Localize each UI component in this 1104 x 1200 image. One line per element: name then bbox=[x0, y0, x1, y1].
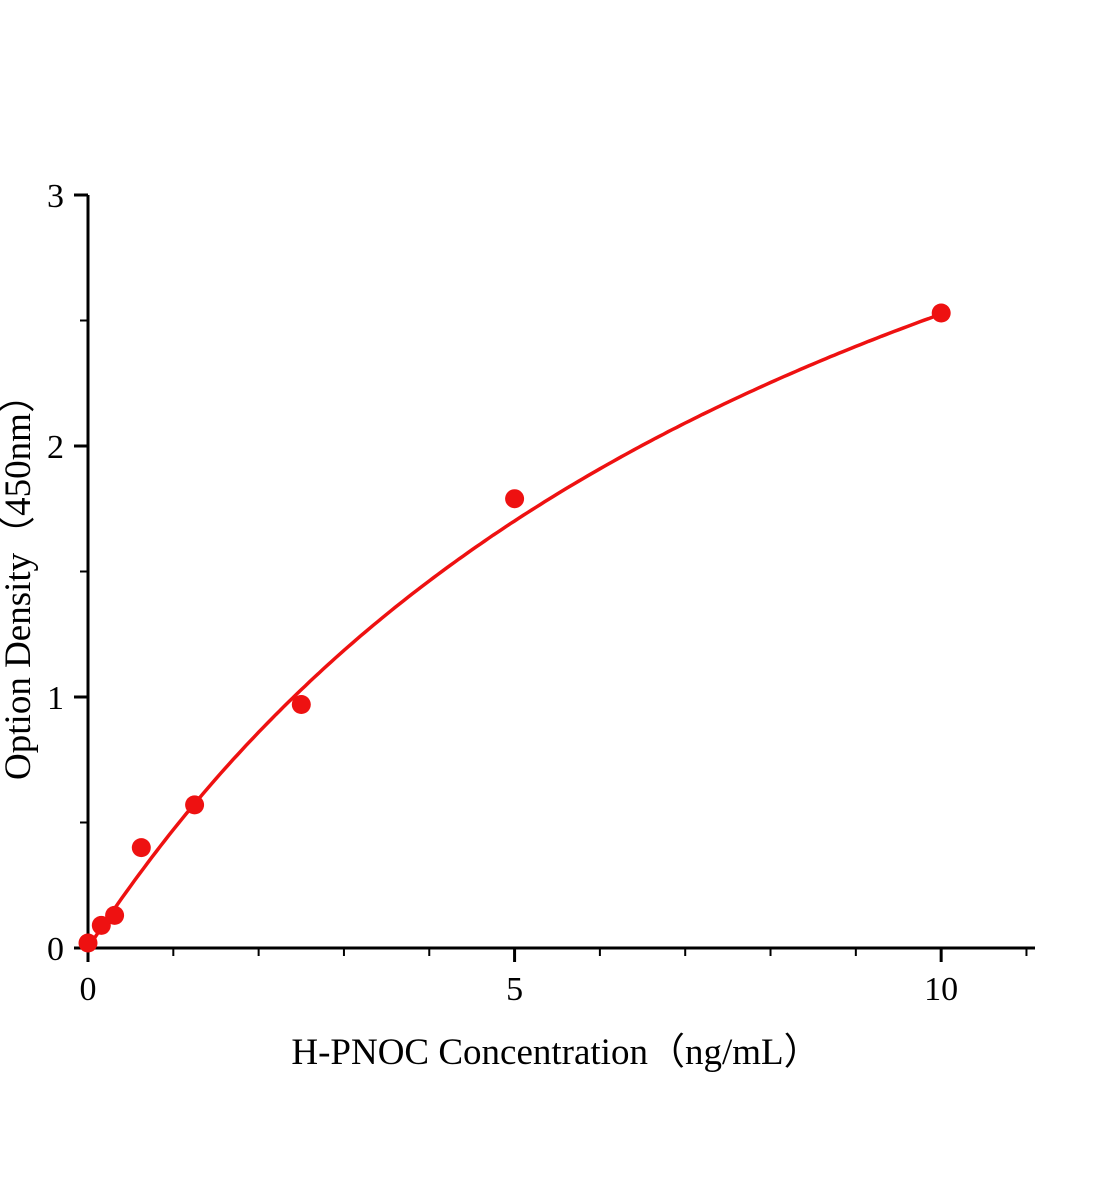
data-point bbox=[78, 933, 98, 953]
x-axis-tick-label: 5 bbox=[506, 971, 523, 1008]
y-axis-tick-label: 3 bbox=[47, 178, 64, 215]
x-axis-tick-label: 10 bbox=[924, 971, 958, 1008]
y-axis-tick-label: 1 bbox=[47, 680, 64, 717]
data-point bbox=[105, 905, 125, 925]
data-point bbox=[131, 838, 151, 858]
data-point bbox=[931, 303, 951, 323]
data-point bbox=[291, 695, 311, 714]
y-axis-tick-label: 2 bbox=[47, 429, 64, 466]
x-axis-title: H-PNOC Concentration（ng/mL） bbox=[291, 1032, 820, 1073]
x-axis-tick-label: 0 bbox=[80, 971, 97, 1008]
axes: 0 5 10 0 1 2 3 bbox=[47, 178, 1035, 1008]
y-axis-title: Option Density（450nm） bbox=[0, 376, 39, 780]
data-point bbox=[185, 795, 205, 815]
y-axis-tick-label: 0 bbox=[47, 931, 64, 968]
data-points bbox=[78, 303, 951, 953]
data-point bbox=[505, 489, 525, 509]
fit-curve-line bbox=[86, 312, 942, 949]
data-point bbox=[91, 915, 111, 935]
